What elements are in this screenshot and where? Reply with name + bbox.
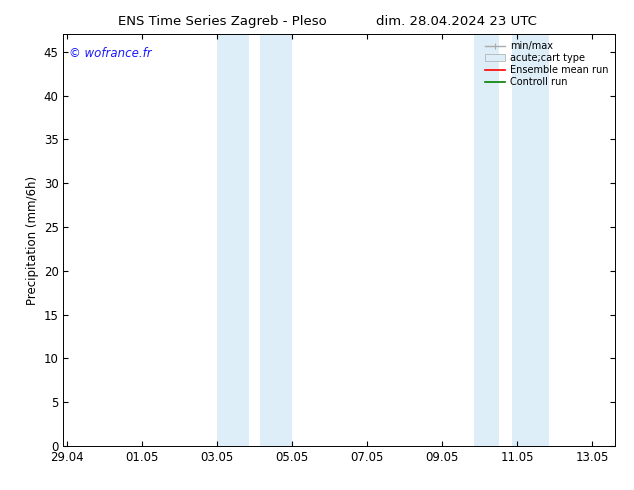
Bar — [217, 34, 249, 446]
Y-axis label: Precipitation (mm/6h): Precipitation (mm/6h) — [27, 175, 39, 305]
Text: dim. 28.04.2024 23 UTC: dim. 28.04.2024 23 UTC — [376, 15, 537, 28]
Text: ENS Time Series Zagreb - Pleso: ENS Time Series Zagreb - Pleso — [117, 15, 327, 28]
Bar — [474, 34, 499, 446]
Text: © wofrance.fr: © wofrance.fr — [69, 47, 152, 60]
Legend: min/max, acute;cart type, Ensemble mean run, Controll run: min/max, acute;cart type, Ensemble mean … — [483, 39, 610, 89]
Bar — [261, 34, 292, 446]
Bar — [512, 34, 549, 446]
